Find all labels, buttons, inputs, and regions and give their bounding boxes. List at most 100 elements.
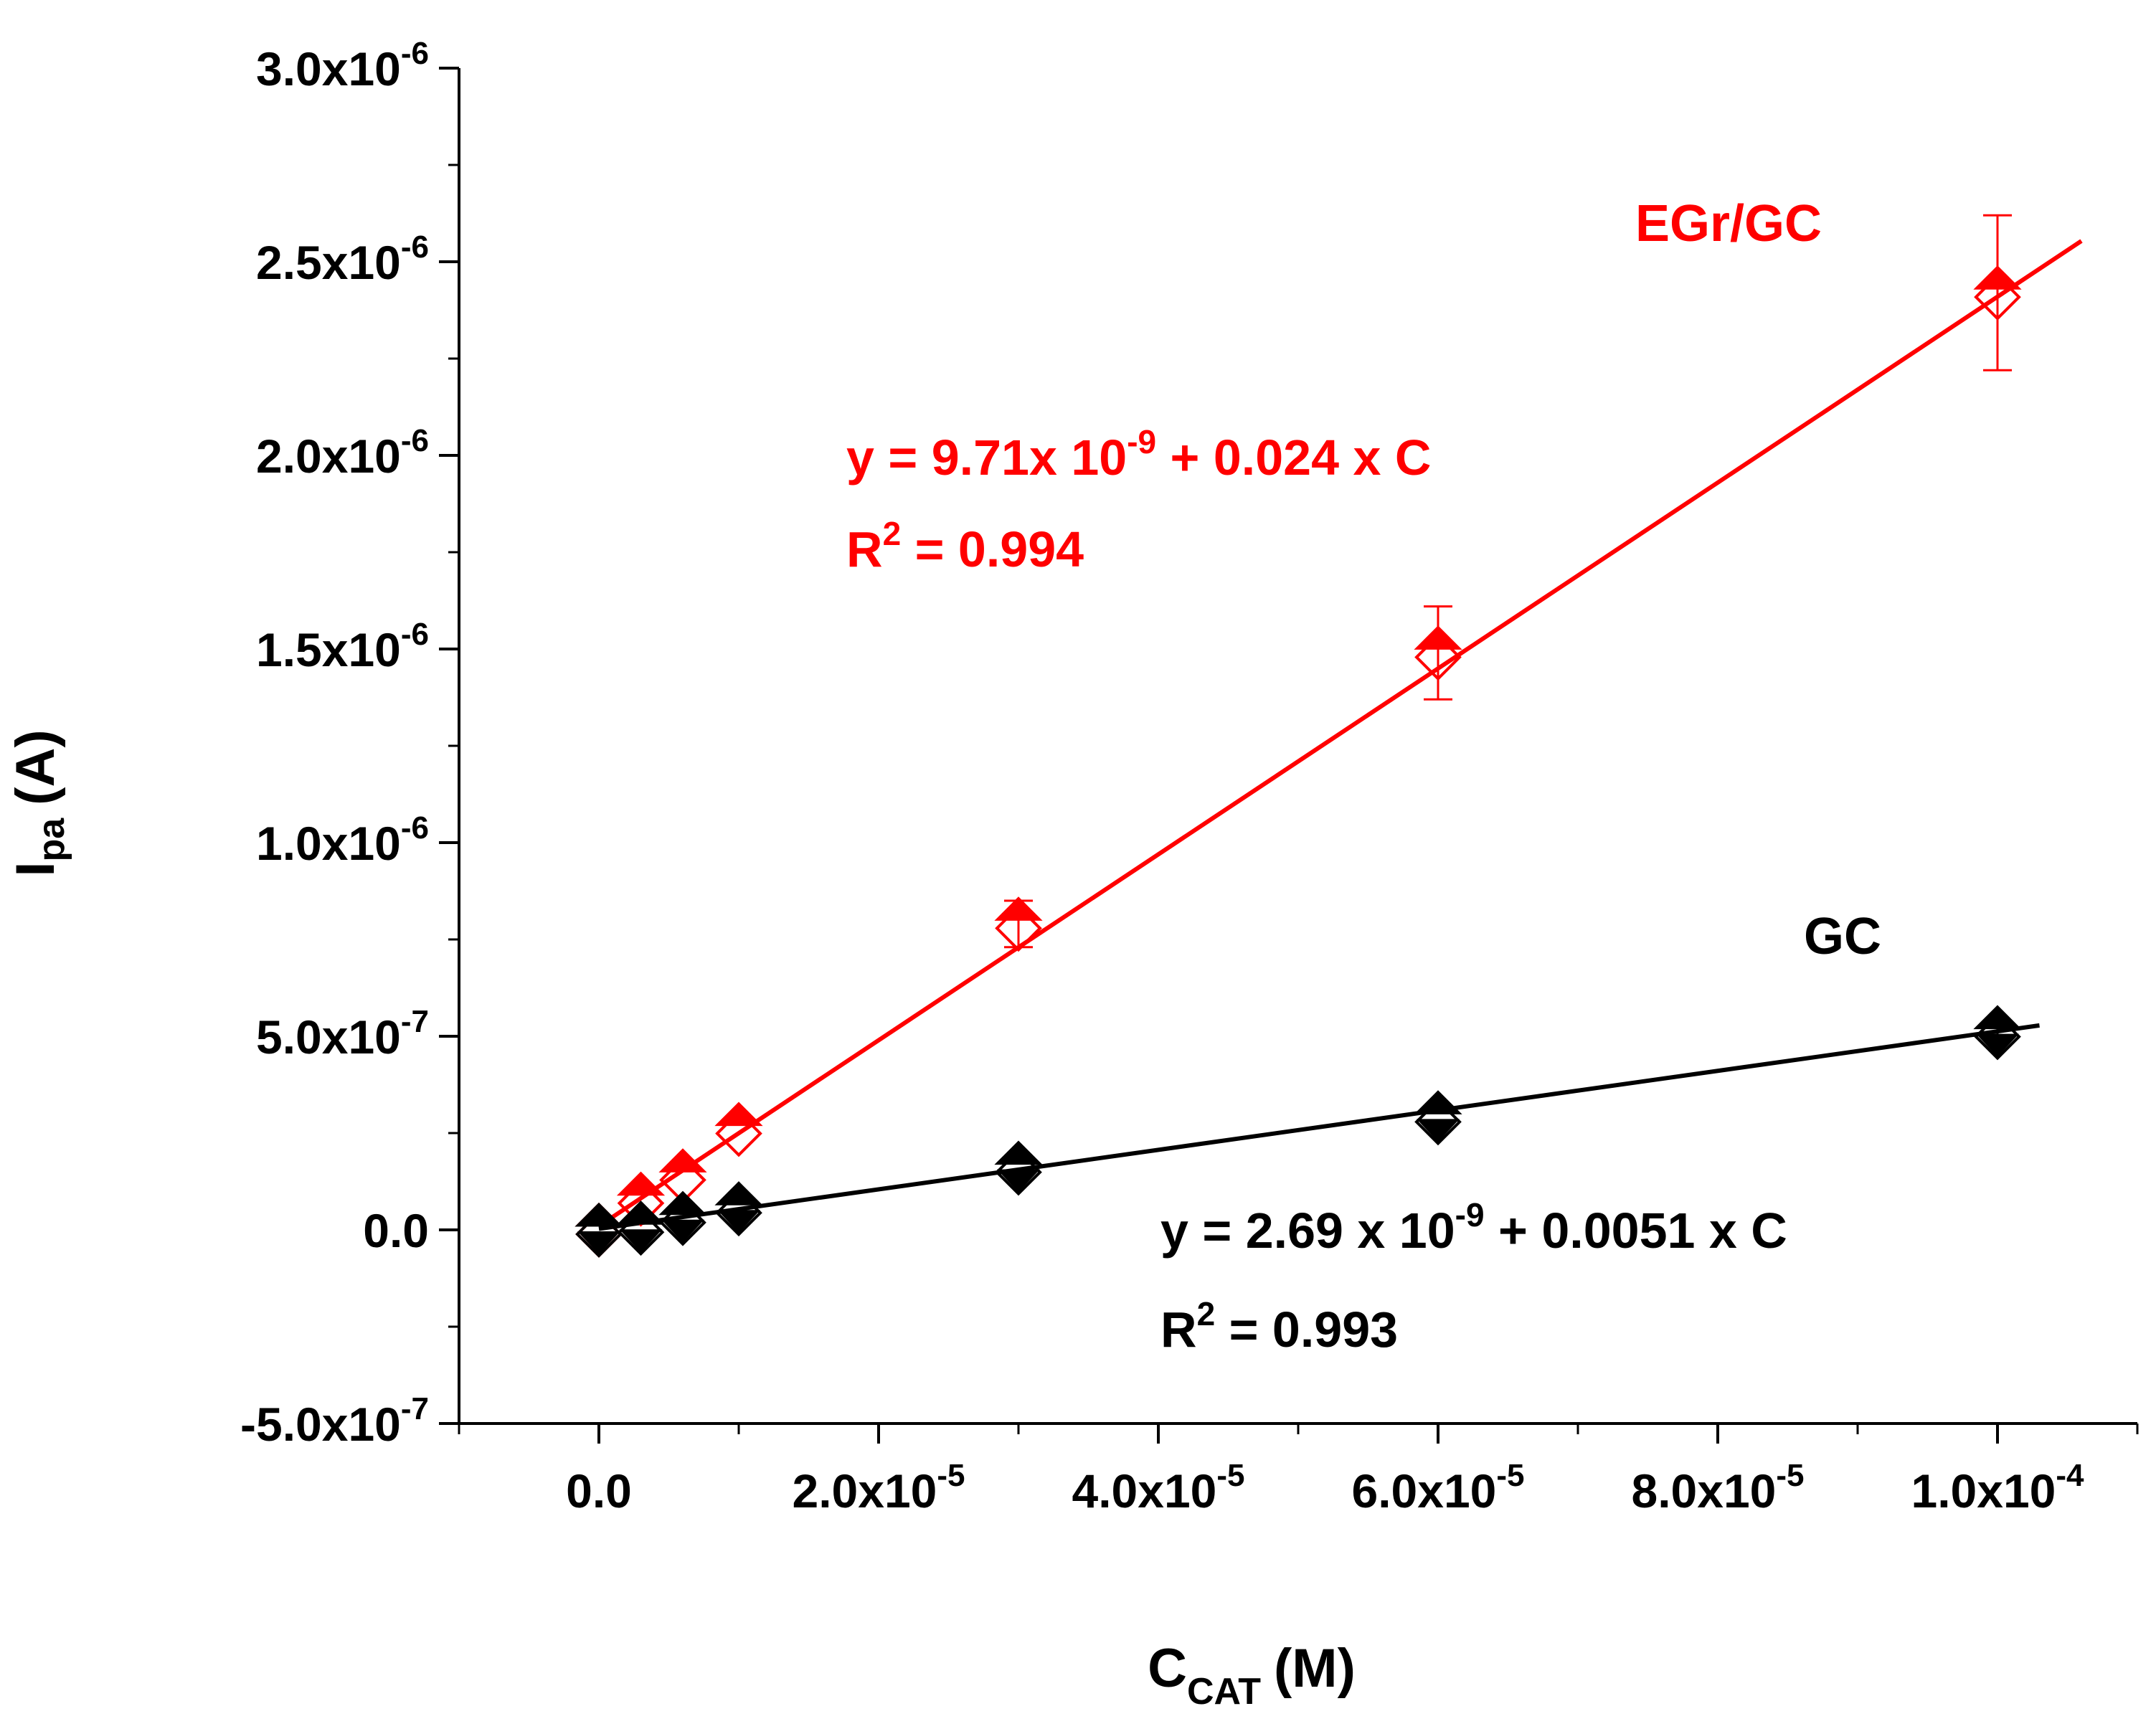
x-tick-label: 8.0x10-5 [1632,1458,1805,1517]
egr-gc-data-point [1973,214,2022,371]
y-tick-mantissa: 3.0x10 [256,42,401,95]
egr-gc-marker-fill [658,1148,707,1173]
gc-marker-outline [715,1189,762,1237]
x-axis-title-main: C [1148,1638,1187,1699]
x-tick-label: 0.0 [566,1464,632,1517]
egr-gc-marker-fill [714,1102,763,1127]
egr-gc-data-point [994,896,1043,952]
x-tick-exponent: -5 [1776,1458,1804,1493]
egr-gc-data-point [1414,605,1462,701]
x-tick-label: 6.0x10-5 [1352,1458,1525,1517]
y-tick-label: 1.5x10-6 [256,617,429,676]
y-tick-mantissa: 0.0 [363,1204,429,1257]
points-layer [575,214,2022,1258]
gc-marker-lower [997,1169,1040,1193]
egr-gc-equation-exp: -9 [1127,423,1156,460]
gc-marker-outline [1974,1013,2021,1061]
gc-marker-outline [659,1198,706,1246]
gc-marker-outline [995,1148,1042,1196]
x-axis-title-sub: CAT [1187,1671,1261,1713]
ticks-layer: -5.0x10-70.05.0x10-71.0x10-61.5x10-62.0x… [240,36,2139,1517]
gc-r2: R2 = 0.993 [1160,1295,1398,1358]
egr-gc-marker-outline [715,1109,762,1157]
y-axis-title-unit: (A) [5,729,66,805]
y-tick-label: -5.0x10-7 [240,1391,429,1451]
gc-data-point [1973,1005,2022,1061]
gc-marker-lower [1976,1033,2019,1057]
gc-equation: y = 2.69 x 10-9 + 0.0051 x C [1160,1196,1787,1259]
gc-data-point [658,1190,707,1246]
gc-marker-fill [616,1200,666,1225]
gc-marker-fill [994,1140,1043,1165]
y-tick-exponent: -6 [401,617,429,652]
y-tick-exponent: -6 [401,423,429,458]
gc-data-point [1414,1090,1462,1146]
egr-gc-equation-post: + 0.024 x C [1156,430,1431,485]
y-tick-label: 5.0x10-7 [256,1004,429,1064]
y-tick-exponent: -7 [401,1004,429,1039]
gc-marker-fill [1414,1090,1462,1114]
x-tick-label: 2.0x10-5 [793,1458,965,1517]
egr-gc-marker-fill [616,1171,666,1196]
y-axis-title: Ipa (A) [5,729,72,876]
gc-equation-exp: -9 [1455,1196,1485,1233]
gc-r2-pre: R [1160,1302,1197,1358]
egr-gc-equation: y = 9.71x 10-9 + 0.024 x C [846,423,1431,485]
egr-gc-data-point [714,1102,763,1157]
egr-gc-marker-outline [1974,273,2021,321]
y-tick-label: 2.5x10-6 [256,229,429,289]
y-tick-exponent: -7 [401,1391,429,1426]
gc-equation-pre: y = 2.69 x 10 [1160,1203,1455,1259]
gc-data-point [575,1202,623,1258]
egr-gc-marker-fill [1973,265,2022,290]
egr-gc-data-point [658,1148,707,1204]
y-axis-title-main: I [5,862,66,877]
y-tick-mantissa: -5.0x10 [240,1398,401,1451]
x-tick-exponent: -5 [1216,1458,1244,1493]
x-tick-mantissa: 2.0x10 [793,1464,937,1517]
gc-marker-fill [658,1190,707,1216]
y-tick-exponent: -6 [401,36,429,71]
x-tick-label: 1.0x10-4 [1911,1458,2085,1517]
gc-marker-lower [661,1219,704,1243]
egr-gc-marker-outline [995,904,1042,952]
egr-gc-r2-pre: R [846,521,883,577]
egr-gc-r2: R2 = 0.994 [846,515,1084,577]
gc-marker-outline [617,1208,665,1256]
egr-gc-fit-line [597,239,2083,1228]
egr-gc-equation-pre: y = 9.71x 10 [846,430,1127,485]
y-tick-label: 0.0 [363,1204,429,1257]
gc-data-point [994,1140,1043,1196]
x-axis-title-unit: (M) [1274,1638,1356,1699]
y-tick-exponent: -6 [401,229,429,265]
gc-marker-lower [717,1210,760,1233]
y-tick-exponent: -6 [401,810,429,845]
x-tick-mantissa: 8.0x10 [1632,1464,1777,1517]
gc-fit-line [598,1023,2040,1231]
gc-data-point [714,1181,763,1237]
gc-equation-post: + 0.0051 x C [1485,1203,1787,1259]
series-label-egr-gc: EGr/GC [1635,195,1822,252]
y-tick-mantissa: 1.0x10 [256,817,401,870]
gc-marker-fill [714,1181,763,1205]
x-tick-mantissa: 0.0 [566,1464,632,1517]
gc-marker-lower [1417,1119,1460,1142]
gc-marker-lower [619,1229,663,1253]
y-tick-label: 1.0x10-6 [256,810,429,870]
series-label-gc: GC [1804,908,1881,965]
x-tick-mantissa: 4.0x10 [1072,1464,1217,1517]
gc-r2-post: = 0.993 [1215,1302,1398,1358]
gc-data-point [616,1200,666,1256]
egr-gc-marker-outline [659,1156,706,1204]
y-tick-label: 2.0x10-6 [256,423,429,483]
x-tick-exponent: -5 [1496,1458,1524,1493]
egr-gc-r2-exp: 2 [883,515,902,552]
y-tick-mantissa: 1.5x10 [256,623,401,676]
egr-gc-marker-fill [994,896,1043,921]
y-axis-title-sub: pa [31,818,72,862]
egr-gc-marker-outline [1414,633,1462,681]
x-tick-mantissa: 6.0x10 [1352,1464,1497,1517]
x-tick-exponent: -5 [937,1458,965,1493]
egr-gc-marker-fill [1414,625,1462,650]
